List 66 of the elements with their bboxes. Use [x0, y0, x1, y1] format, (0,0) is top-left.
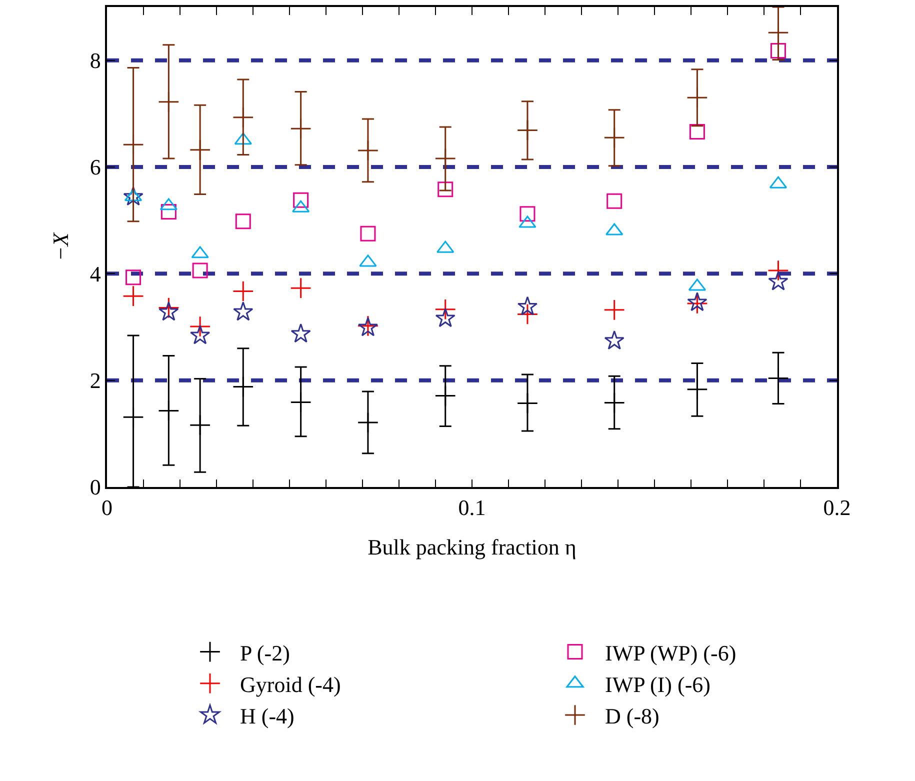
point	[768, 271, 788, 290]
point	[232, 376, 254, 398]
point	[189, 414, 211, 436]
point	[123, 186, 144, 206]
y-axis-title: −X	[48, 231, 74, 262]
point	[434, 148, 456, 170]
point	[438, 182, 454, 198]
point	[604, 330, 624, 350]
point	[160, 204, 176, 220]
point	[689, 124, 705, 140]
point	[158, 91, 180, 113]
point	[122, 285, 144, 307]
legend-label: IWP (WP) (-6)	[605, 640, 736, 666]
point	[768, 22, 789, 44]
point	[686, 378, 708, 400]
point	[290, 118, 312, 140]
point	[768, 260, 789, 282]
point	[290, 392, 312, 413]
point	[604, 392, 625, 414]
y-tick-label: 6	[90, 154, 101, 180]
y-tick-label: 0	[90, 474, 101, 500]
point	[770, 42, 786, 58]
y-tick-label: 2	[90, 368, 101, 394]
point	[604, 299, 625, 321]
x-tick-label: 0.2	[823, 495, 851, 520]
point	[158, 400, 180, 422]
point	[604, 127, 625, 148]
point	[520, 206, 536, 222]
point	[122, 134, 144, 156]
legend-label: D (-8)	[605, 704, 660, 729]
legend-label: P (-2)	[240, 640, 290, 666]
point	[516, 120, 538, 141]
legend-label: H (-4)	[240, 704, 294, 729]
point	[232, 280, 254, 302]
point	[517, 296, 538, 316]
point	[122, 406, 144, 428]
point	[516, 304, 538, 325]
point	[357, 140, 379, 162]
point	[126, 270, 142, 286]
point	[768, 368, 789, 389]
point	[357, 412, 379, 434]
point	[434, 298, 456, 320]
point	[233, 302, 254, 321]
point	[232, 106, 254, 128]
legend-label: Gyroid (-4)	[240, 672, 341, 697]
point	[606, 193, 622, 209]
point	[686, 87, 708, 108]
y-tick-label: 8	[90, 48, 101, 74]
point	[158, 297, 180, 318]
point	[192, 262, 208, 278]
point	[190, 324, 210, 344]
point	[158, 302, 179, 321]
point	[293, 192, 309, 208]
legend-label: IWP (I) (-6)	[605, 672, 710, 697]
point	[290, 277, 312, 299]
x-axis-title: Bulk packing fraction η	[368, 534, 576, 560]
y-tick-label: 4	[90, 261, 101, 286]
point	[360, 226, 376, 242]
point	[435, 308, 456, 328]
point	[434, 385, 456, 406]
point	[235, 214, 251, 230]
point	[290, 323, 311, 343]
point	[516, 392, 538, 414]
point	[189, 139, 211, 161]
x-tick-label: 0.1	[458, 495, 486, 520]
point	[189, 316, 211, 338]
